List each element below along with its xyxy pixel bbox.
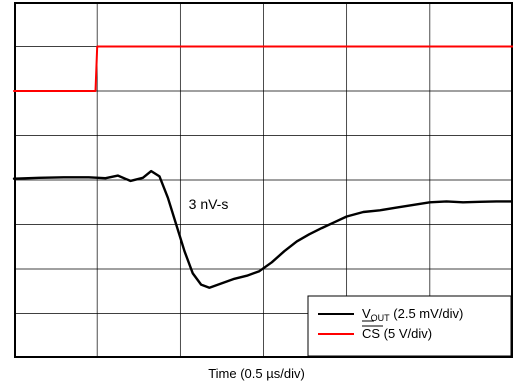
legend: VOUT (2.5 mV/div) CS (5 V/div): [307, 295, 512, 357]
annotation-layer: 3 nV-s: [189, 196, 229, 212]
plot-frame: [14, 2, 513, 358]
series-layer: [12, 45, 513, 289]
annotation-label: 3 nV-s: [189, 196, 229, 212]
legend-box: [307, 295, 512, 357]
series-line-vout: [12, 169, 513, 289]
x-axis-label: Time (0.5 µs/div): [208, 366, 305, 381]
legend-entry: VOUT (2.5 mV/div): [362, 306, 463, 323]
series-line-cs: [13, 45, 513, 92]
legend-entry: CS (5 V/div): [362, 326, 432, 341]
